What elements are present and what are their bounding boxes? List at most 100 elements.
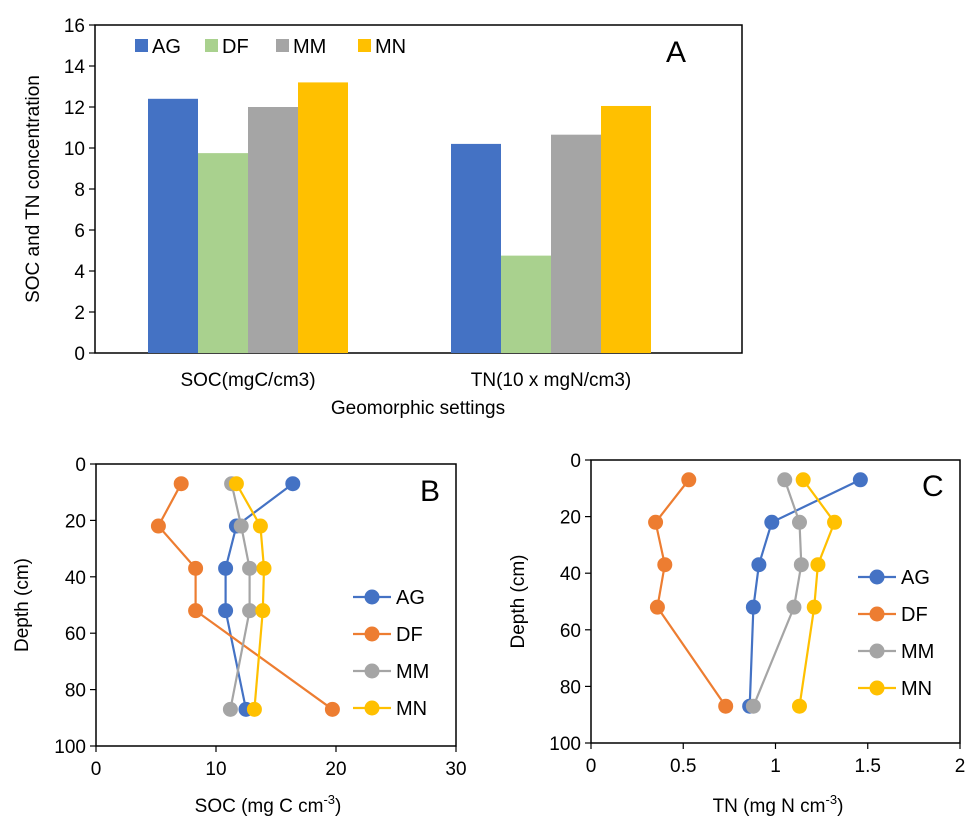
x-axis-title: TN (mg N cm-3) (713, 792, 844, 817)
x-category-label: SOC(mgC/cm3) (180, 370, 315, 391)
y-tick-label: 40 (560, 564, 581, 585)
y-axis-title: Depth (cm) (12, 558, 33, 652)
plot-area-border (590, 459, 961, 744)
panel-letter: C (922, 470, 944, 503)
y-tick-label: 20 (65, 511, 86, 532)
bar-ag-2 (451, 143, 501, 353)
point-mm-3 (793, 557, 809, 573)
point-df-5 (718, 698, 734, 714)
series-line-mm (752, 479, 803, 707)
x-tick-label: 0.5 (670, 756, 696, 777)
y-tick-label: 2 (74, 303, 85, 324)
point-df-3 (657, 557, 673, 573)
legend-label-ag: AG (901, 567, 930, 589)
point-mm-4 (786, 599, 802, 615)
y-tick-label: 80 (560, 677, 581, 698)
x-axis-title-end: ) (335, 796, 341, 817)
legend-swatch-df (205, 39, 218, 52)
legend-swatch-mm (276, 39, 289, 52)
y-tick-label: 10 (64, 139, 85, 160)
point-mm-5 (745, 698, 761, 714)
legend-marker-ag (364, 589, 380, 605)
panel-letter: B (420, 475, 440, 508)
x-tick-label: 2 (955, 756, 966, 777)
bar-ag-1 (148, 98, 198, 353)
x-tick-label: 20 (325, 759, 346, 780)
y-tick-label: 100 (549, 734, 581, 755)
series-line-mn (798, 479, 836, 707)
point-mn-1 (795, 472, 811, 488)
x-axis-title-superscript: -3 (323, 792, 335, 807)
y-tick-label: 0 (74, 344, 85, 365)
bar-df-2 (501, 255, 551, 353)
legend-label-df: DF (901, 604, 928, 626)
legend-marker-df (869, 606, 885, 622)
legend-swatch-ag (135, 39, 148, 52)
point-ag-4 (218, 603, 234, 619)
y-tick-label: 20 (560, 508, 581, 529)
y-tick-label: 60 (560, 621, 581, 642)
point-mn-5 (791, 698, 807, 714)
x-tick-label: 10 (205, 759, 226, 780)
legend-marker-ag (869, 569, 885, 585)
legend-label-mm: MM (901, 641, 934, 663)
point-df-2 (150, 518, 166, 534)
legend-label-mm: MM (396, 661, 429, 683)
y-tick-label: 100 (54, 737, 86, 758)
series-line-df (654, 479, 727, 707)
legend-label-ag: AG (396, 587, 425, 609)
point-mn-1 (228, 476, 244, 492)
point-mn-4 (255, 603, 271, 619)
point-mn-3 (810, 557, 826, 573)
legend-marker-df (364, 626, 380, 642)
series-line-df (157, 483, 334, 711)
point-mm-4 (242, 603, 258, 619)
point-ag-3 (218, 560, 234, 576)
point-ag-3 (751, 557, 767, 573)
point-df-4 (188, 603, 204, 619)
legend-label-mn: MN (901, 678, 932, 700)
legend-label-ag: AG (152, 36, 181, 58)
legend-marker-mn (869, 680, 885, 696)
y-tick-label: 60 (65, 624, 86, 645)
point-mm-2 (233, 518, 249, 534)
x-tick-label: 0 (91, 759, 102, 780)
y-tick-label: 12 (64, 98, 85, 119)
x-tick-label: 1 (770, 756, 781, 777)
point-ag-1 (852, 472, 868, 488)
bar-mn-1 (298, 82, 348, 354)
x-axis-title-main: SOC (mg C cm (195, 796, 324, 817)
y-tick-label: 16 (64, 16, 85, 37)
point-df-5 (324, 701, 340, 717)
legend-marker-mm (869, 643, 885, 659)
point-mn-2 (252, 518, 268, 534)
point-ag-1 (285, 476, 301, 492)
x-category-label: TN(10 x mgN/cm3) (471, 370, 631, 391)
legend-label-df: DF (396, 624, 423, 646)
point-mm-2 (791, 514, 807, 530)
point-df-2 (648, 514, 664, 530)
y-tick-label: 80 (65, 681, 86, 702)
y-tick-label: 8 (74, 180, 85, 201)
point-mm-1 (777, 472, 793, 488)
legend-marker-mm (364, 663, 380, 679)
x-axis-title-main: TN (mg N cm (713, 796, 826, 817)
legend-label-df: DF (222, 36, 249, 58)
x-axis-title-superscript: -3 (826, 792, 838, 807)
point-df-1 (681, 472, 697, 488)
y-tick-label: 14 (64, 57, 86, 78)
legend-label-mm: MM (293, 36, 326, 58)
x-axis-title: SOC (mg C cm-3) (195, 792, 342, 817)
bar-mn-2 (601, 105, 651, 353)
y-axis-title: SOC and TN concentration (23, 75, 44, 303)
series-line-ag (224, 482, 294, 710)
point-mm-5 (222, 701, 238, 717)
x-tick-label: 1.5 (855, 756, 881, 777)
y-tick-label: 40 (65, 568, 86, 589)
point-df-3 (188, 560, 204, 576)
y-tick-label: 0 (570, 451, 581, 472)
point-mn-3 (256, 560, 272, 576)
y-tick-label: 6 (74, 221, 85, 242)
